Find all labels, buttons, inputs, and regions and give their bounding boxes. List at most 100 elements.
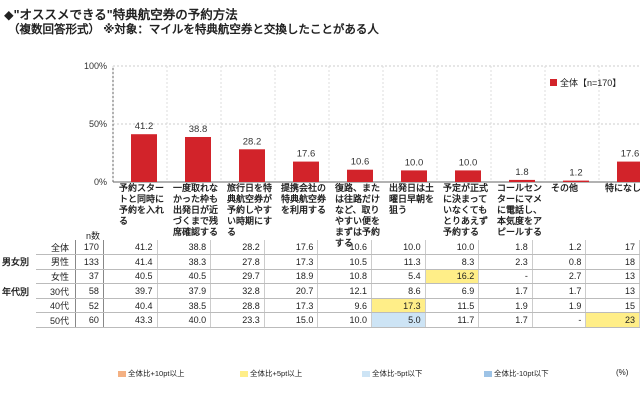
row-n: 170: [75, 240, 104, 256]
table-cell: 38.3: [157, 254, 212, 270]
table-cell: 23.3: [210, 312, 265, 329]
table-cell: 37.9: [157, 283, 212, 299]
legend-swatch: [550, 79, 557, 86]
y-tick-label: 100%: [84, 61, 107, 71]
table-row: 全体 170 41.2 38.8 28.2 17.6 10.6 10.0 10.0 1.8 1.2 1…: [0, 240, 640, 256]
row-group-label: [0, 313, 36, 328]
table-cell: 1.8: [478, 240, 533, 256]
table-cell: 17.6: [264, 240, 319, 256]
category-label: 予約スタートと同時に予約を入れる: [119, 183, 165, 226]
table-cell: 28.2: [210, 240, 265, 256]
row-label: 40代: [35, 298, 76, 314]
table-cell: 5.0: [371, 312, 426, 329]
table-cell: 18: [585, 254, 640, 270]
row-label: 全体: [35, 240, 76, 256]
table-cell: 10.5: [317, 254, 372, 270]
chart-subtitle: （複数回答形式） ※対象：マイルを特典航空券と交換したことがある人: [8, 24, 379, 36]
legend: 全体【n=170】: [550, 76, 621, 89]
data-label: 38.8: [189, 124, 208, 135]
row-label: 男性: [35, 254, 76, 270]
bar: [563, 180, 589, 182]
data-label: 10.0: [459, 157, 478, 168]
row-n: 37: [75, 269, 104, 285]
table-cell: 5.4: [371, 269, 426, 285]
table-cell: 10.6: [317, 240, 372, 256]
row-label: 30代: [35, 283, 76, 299]
n-label: n数: [86, 231, 101, 241]
table-cell: 17.3: [371, 298, 426, 314]
category-label: 予定が正式に決まっていなくてもとりあえず予約する: [443, 183, 489, 237]
table-cell: 8.3: [425, 254, 480, 270]
y-tick-label: 50%: [89, 119, 107, 129]
bottom-legend-label: 全体比-5pt以下: [372, 369, 423, 378]
bar: [617, 161, 640, 182]
row-group-label: [0, 240, 36, 255]
legend-label: 全体【n=170】: [560, 78, 622, 88]
table-cell: 41.2: [103, 240, 158, 256]
table-row: 男女別 男性 133 41.4 38.3 27.8 17.3 10.5 11.3 8.3 2.3 0.…: [0, 254, 640, 270]
bar: [185, 136, 211, 182]
table-cell: 1.7: [478, 283, 533, 299]
table-cell: 40.4: [103, 298, 158, 314]
table-cell: 9.6: [317, 298, 372, 314]
table-cell: 43.3: [103, 312, 158, 329]
table-cell: 2.7: [532, 269, 587, 285]
data-label: 1.2: [569, 168, 582, 179]
table-cell: 13: [585, 269, 640, 285]
table-cell: 29.7: [210, 269, 265, 285]
table-row: 年代別 30代 58 39.7 37.9 32.8 20.7 12.1 8.6 6.9 1.7 1.7…: [0, 283, 640, 299]
bottom-legend-label: 全体比+10pt以上: [128, 369, 185, 378]
table-row: 40代 52 40.4 38.5 28.8 17.3 9.6 17.3 11.5 1.9 1.9 15: [0, 298, 640, 314]
data-label: 28.2: [243, 136, 262, 147]
bottom-legend-item: 全体比-10pt以下: [484, 368, 549, 379]
table-cell: 1.7: [478, 312, 533, 329]
bar: [239, 149, 265, 182]
table-cell: 18.9: [264, 269, 319, 285]
table-cell: 11.7: [425, 312, 480, 329]
bottom-legend-item: 全体比+5pt以上: [240, 368, 302, 379]
category-label: その他: [551, 183, 579, 193]
table-cell: 41.4: [103, 254, 158, 270]
table-cell: -: [478, 269, 533, 285]
breakdown-table: 全体 170 41.2 38.8 28.2 17.6 10.6 10.0 10.0 1.8 1.2 1…: [0, 240, 640, 329]
category-label: 出発日は土曜日早朝を狙う: [389, 183, 435, 215]
row-group-label: [0, 298, 36, 313]
bar: [401, 170, 427, 182]
category-label: 一度取れなかった枠も出発日が近づくまで残席確認する: [173, 183, 219, 237]
table-cell: 0.8: [532, 254, 587, 270]
table-cell: 39.7: [103, 283, 158, 299]
table-cell: 1.9: [532, 298, 587, 314]
table-cell: 2.3: [478, 254, 533, 270]
row-group-label: 年代別: [2, 286, 30, 297]
bottom-legend-label: 全体比+5pt以上: [250, 369, 303, 378]
table-cell: 10.0: [425, 240, 480, 256]
chart-title: ◆"オススメできる"特典航空券の予約方法: [4, 8, 238, 22]
data-label: 41.2: [135, 121, 154, 132]
table-cell: 27.8: [210, 254, 265, 270]
category-label: コールセンターにマメに電話し、本気度をアピールする: [497, 183, 543, 237]
table-cell: 8.6: [371, 283, 426, 299]
row-group-label: 男女別: [2, 257, 30, 268]
data-label: 17.6: [297, 149, 316, 160]
bar: [131, 134, 157, 182]
row-n: 52: [75, 298, 104, 314]
table-cell: 6.9: [425, 283, 480, 299]
table-cell: 15: [585, 298, 640, 314]
row-group-label: [0, 269, 36, 284]
table-cell: 40.5: [157, 269, 212, 285]
table-cell: 16.2: [425, 269, 480, 285]
table-cell: 15.0: [264, 312, 319, 329]
bar: [293, 161, 319, 182]
table-cell: 28.8: [210, 298, 265, 314]
legend-swatch: [484, 370, 492, 377]
table-cell: 20.7: [264, 283, 319, 299]
row-n: 58: [75, 283, 104, 299]
table-cell: 32.8: [210, 283, 265, 299]
table-cell: 17.3: [264, 254, 319, 270]
table-cell: 38.8: [157, 240, 212, 256]
row-label: 女性: [35, 269, 76, 285]
data-label: 10.6: [351, 157, 370, 168]
table-cell: 11.3: [371, 254, 426, 270]
legend-swatch: [240, 370, 248, 377]
legend-swatch: [362, 370, 370, 377]
